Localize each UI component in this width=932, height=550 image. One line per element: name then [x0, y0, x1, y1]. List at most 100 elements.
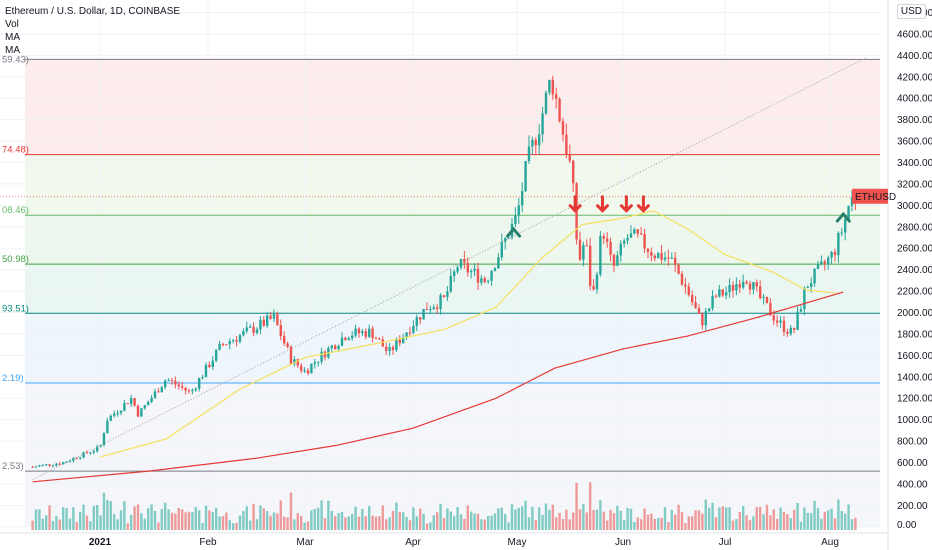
time-axis-tick-label: Jul	[719, 537, 732, 548]
volume-bar	[711, 502, 714, 530]
candle-body	[578, 239, 582, 260]
volume-bar	[578, 509, 582, 530]
candle-body	[806, 286, 809, 289]
volume-bar	[167, 509, 170, 530]
volume-bar	[612, 513, 616, 530]
volume-bar	[466, 505, 469, 530]
candle-body	[259, 319, 262, 330]
candle-body	[282, 336, 286, 344]
volume-bar	[599, 500, 602, 530]
candle-body	[687, 286, 690, 296]
candle-body	[340, 337, 344, 346]
volume-bar	[85, 515, 89, 530]
legend-vol: Vol	[5, 19, 19, 30]
candle-body	[575, 183, 578, 240]
candle-body	[582, 245, 585, 260]
volume-bar	[680, 512, 684, 530]
candle-body	[639, 233, 643, 235]
candle-body	[847, 205, 850, 220]
candle-body	[395, 339, 398, 350]
volume-bar	[636, 517, 639, 530]
volume-bar	[310, 510, 313, 530]
price-axis-tick-label: 3200.00	[897, 179, 932, 190]
volume-bar	[483, 519, 486, 530]
volume-bar	[106, 500, 109, 530]
volume-bar	[191, 512, 194, 530]
candle-body	[391, 347, 395, 350]
candle-body	[629, 233, 633, 238]
volume-bar	[565, 509, 568, 530]
candle-body	[650, 251, 653, 256]
volume-bar	[792, 509, 796, 530]
volume-bar	[799, 521, 803, 530]
candle-body	[517, 205, 520, 216]
volume-bar	[656, 518, 660, 530]
candle-body	[609, 241, 612, 255]
candle-body	[252, 326, 255, 333]
volume-bar	[741, 506, 745, 530]
candle-body	[289, 346, 293, 364]
volume-bar	[276, 513, 279, 530]
volume-bar	[755, 506, 758, 530]
candle-body	[405, 332, 408, 338]
candle-body	[374, 338, 378, 340]
price-axis-tick-label: 600.00	[897, 458, 928, 469]
candle-body	[48, 464, 51, 466]
candle-body	[78, 457, 82, 459]
volume-bar	[503, 513, 507, 530]
candle-body	[415, 317, 418, 326]
volume-bar	[61, 507, 65, 530]
volume-bar	[170, 512, 174, 530]
candle-body	[483, 278, 486, 282]
volume-bar	[728, 507, 731, 530]
volume-bar	[765, 504, 769, 530]
candle-body	[673, 257, 677, 265]
candle-body	[398, 339, 401, 344]
volume-bar	[738, 512, 741, 530]
candle-body	[469, 270, 473, 273]
volume-bar	[303, 522, 306, 530]
candle-body	[833, 251, 837, 256]
candle-body	[840, 232, 843, 234]
candle-body	[123, 403, 126, 411]
candle-body	[126, 403, 129, 405]
candle-body	[633, 229, 636, 234]
candle-body	[401, 337, 405, 344]
candle-body	[548, 79, 551, 93]
candle-body	[452, 271, 456, 277]
candle-body	[718, 289, 721, 297]
candle-body	[422, 308, 425, 320]
volume-bar	[367, 506, 371, 530]
volume-bar	[391, 510, 395, 530]
volume-bar	[697, 510, 701, 530]
volume-bar	[296, 513, 299, 530]
candle-body	[194, 388, 197, 391]
volume-bar	[388, 517, 391, 530]
candle-body	[429, 309, 432, 311]
volume-bar	[507, 522, 510, 530]
candle-body	[772, 315, 775, 321]
candle-body	[333, 345, 337, 350]
volume-bar	[157, 522, 160, 530]
ma-long-line	[32, 291, 844, 483]
volume-bar	[126, 523, 129, 530]
candle-body	[646, 248, 650, 252]
volume-bar	[320, 500, 323, 530]
candle-body	[316, 361, 320, 363]
candle-body	[503, 238, 507, 242]
candle-body	[364, 331, 367, 337]
currency-tag[interactable]: USD	[896, 4, 926, 19]
candle-body	[320, 351, 323, 362]
volume-bar	[789, 518, 792, 530]
volume-bar	[259, 505, 262, 530]
candle-body	[714, 295, 718, 297]
price-axis-tick-label: 200.00	[897, 501, 928, 512]
volume-bar	[279, 500, 282, 530]
candle-body	[480, 278, 483, 283]
candle-body	[476, 268, 480, 283]
volume-bar	[299, 516, 303, 530]
volume-bar	[820, 518, 823, 530]
volume-bar	[313, 508, 316, 530]
